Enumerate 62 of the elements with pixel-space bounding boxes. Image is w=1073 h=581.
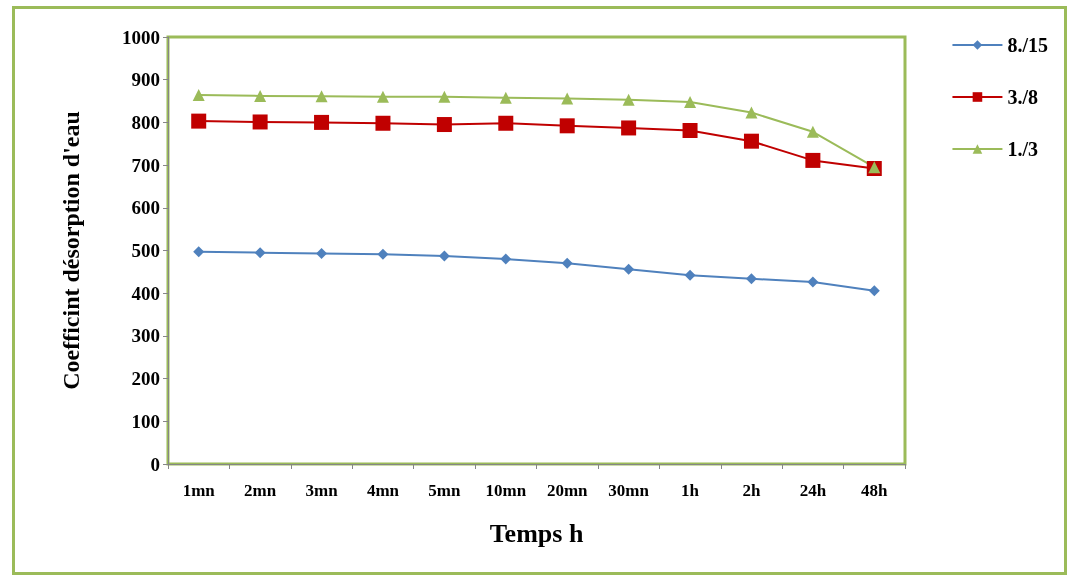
point <box>438 250 450 262</box>
point <box>314 114 330 130</box>
x-tick-label: 5mn <box>428 481 461 500</box>
x-tick-label: 2mn <box>244 481 277 500</box>
y-tick-label: 900 <box>131 69 160 91</box>
y-tick-label: 400 <box>131 282 160 304</box>
point <box>191 113 207 129</box>
point <box>436 117 452 133</box>
point <box>805 152 821 168</box>
point <box>559 118 575 134</box>
y-tick-label: 800 <box>131 111 160 133</box>
point <box>252 114 268 130</box>
point <box>743 133 759 149</box>
point <box>621 120 637 136</box>
y-tick-label: 100 <box>131 410 160 432</box>
x-tick-label: 20mn <box>546 481 589 500</box>
x-axis-title: Temps h <box>489 518 584 548</box>
point <box>745 273 757 285</box>
x-tick-label: 48h <box>861 481 889 500</box>
point <box>315 90 328 103</box>
y-tick-label: 600 <box>131 197 160 219</box>
point <box>806 125 819 138</box>
y-tick-label: 0 <box>150 453 160 475</box>
point <box>375 115 391 131</box>
x-tick-label: 3mn <box>305 481 339 500</box>
y-tick-label: 700 <box>131 154 160 176</box>
point <box>500 253 512 265</box>
y-axis-title: Coefficint désorption d'eau <box>58 111 84 390</box>
point <box>623 263 635 275</box>
x-tick-label: 1mn <box>182 481 216 500</box>
y-tick-label: 1000 <box>122 26 160 48</box>
point <box>622 93 635 106</box>
point <box>682 123 698 139</box>
point <box>254 247 266 259</box>
point <box>377 248 389 260</box>
legend-label: 1./3 <box>1007 138 1039 160</box>
point <box>684 269 696 281</box>
point <box>684 95 697 108</box>
x-tick-label: 10mn <box>485 481 527 500</box>
point <box>499 91 512 104</box>
point <box>561 257 573 269</box>
y-tick-label: 200 <box>131 368 160 390</box>
legend-label: 8./15 <box>1007 34 1049 56</box>
point <box>868 285 880 297</box>
legend-label: 3./8 <box>1007 86 1039 108</box>
x-tick-label: 4mn <box>366 481 400 500</box>
y-tick-label: 300 <box>131 325 160 347</box>
point <box>254 89 267 102</box>
point <box>438 90 451 103</box>
point <box>376 90 389 103</box>
point <box>498 115 514 131</box>
point <box>561 92 574 105</box>
y-tick-label: 500 <box>131 240 160 261</box>
point <box>807 276 819 288</box>
x-tick-label: 2h <box>742 481 761 500</box>
x-tick-label: 24h <box>799 481 827 500</box>
point <box>745 106 758 119</box>
point <box>193 246 205 258</box>
x-tick-label: 30mn <box>608 481 650 500</box>
point <box>192 89 205 102</box>
point <box>316 247 328 259</box>
x-tick-label: 1h <box>681 481 700 500</box>
